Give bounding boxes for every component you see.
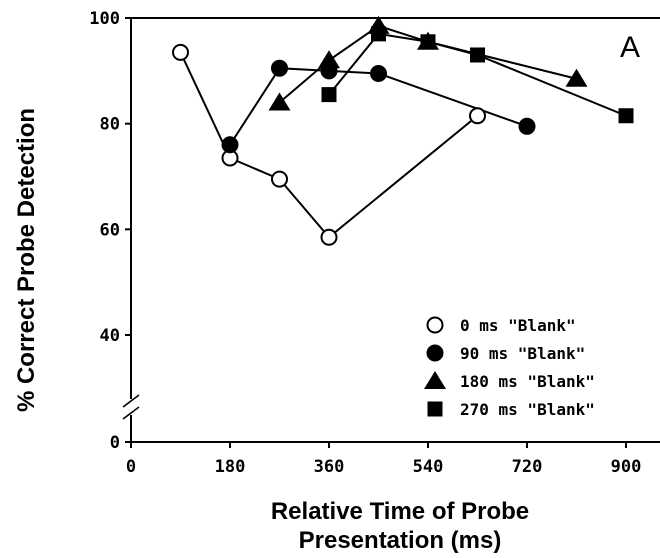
data-point-open-circle: [271, 170, 288, 188]
legend: 0 ms "Blank" 90 ms "Blank" 180 ms "Blank" 2…: [424, 316, 595, 419]
data-point-filled-circle: [370, 64, 387, 82]
plot-area: 0 40 60 80 100 0 180 360 540 720 900: [89, 9, 660, 477]
data-point-open-circle: [469, 107, 486, 125]
data-point-square: [321, 87, 337, 103]
data-point-filled-circle: [426, 344, 444, 362]
data-point-open-circle: [172, 43, 189, 61]
panel-label: A: [620, 31, 640, 64]
y-axis-title: % Correct Probe Detection: [13, 108, 40, 412]
data-point-filled-circle: [221, 136, 239, 154]
x-axis-title-line1: Relative Time of Probe: [271, 498, 529, 525]
x-tick-label: 720: [512, 457, 543, 477]
data-point-square: [427, 401, 443, 417]
x-tick-label: 900: [611, 457, 642, 477]
legend-item-label: 180 ms "Blank": [460, 372, 595, 391]
y-tick-label: 40: [100, 326, 120, 346]
data-point-square: [371, 26, 386, 42]
data-point-square: [618, 108, 634, 124]
y-axis-break-mark: [122, 406, 140, 420]
data-point-triangle: [565, 68, 588, 87]
data-point-filled-circle: [271, 59, 288, 77]
y-tick-label: 0: [110, 433, 120, 453]
x-tick-label: 0: [126, 457, 136, 477]
y-axis-title-group: % Correct Probe Detection: [13, 108, 40, 412]
legend-item-label: 270 ms "Blank": [460, 400, 595, 419]
legend-item-label: 90 ms "Blank": [460, 344, 585, 363]
data-point-filled-circle: [518, 117, 536, 135]
x-tick-label: 540: [413, 457, 444, 477]
data-point-open-circle: [426, 316, 444, 334]
data-point-triangle: [268, 92, 291, 111]
data-point-triangle: [424, 371, 446, 389]
x-axis-title-line2: Presentation (ms): [299, 527, 502, 554]
y-tick-label: 60: [100, 220, 120, 240]
x-tick-label: 180: [215, 457, 246, 477]
y-tick-label: 80: [100, 115, 120, 135]
data-point-square: [470, 47, 485, 63]
y-axis-break-mark: [122, 394, 140, 408]
y-tick-label: 100: [89, 9, 120, 29]
x-tick-label: 360: [314, 457, 345, 477]
data-point-open-circle: [320, 228, 338, 246]
data-point-triangle: [318, 50, 340, 69]
legend-item-label: 0 ms "Blank": [460, 316, 576, 335]
data-point-square: [420, 34, 436, 50]
